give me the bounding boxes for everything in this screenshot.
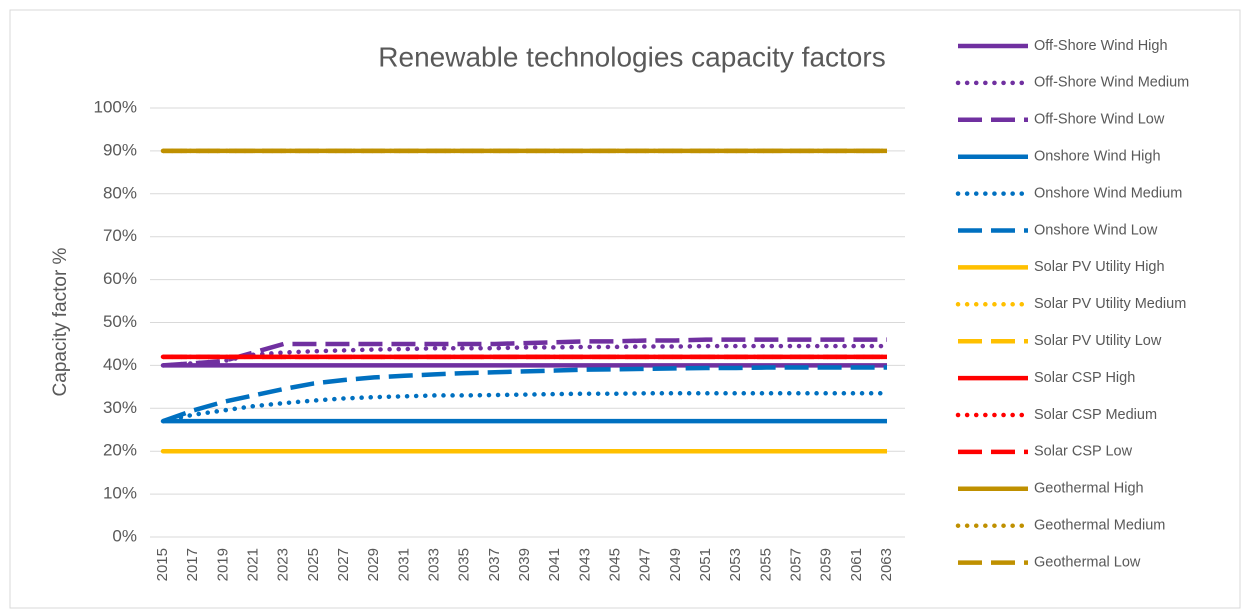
y-axis-title: Capacity factor % <box>50 247 71 396</box>
legend-label: Solar PV Utility Low <box>1034 333 1162 349</box>
x-tick-label: 2063 <box>878 548 895 581</box>
legend-label: Geothermal High <box>1034 481 1144 497</box>
y-tick-label: 0% <box>112 526 137 545</box>
x-tick-label: 2023 <box>275 548 292 581</box>
x-tick-label: 2057 <box>787 548 804 581</box>
x-tick-label: 2041 <box>546 548 563 581</box>
x-tick-label: 2043 <box>576 548 593 581</box>
legend-label: Solar PV Utility Medium <box>1034 296 1186 312</box>
legend-label: Off-Shore Wind Low <box>1034 112 1165 128</box>
y-tick-label: 60% <box>103 269 137 288</box>
x-tick-label: 2061 <box>848 548 865 581</box>
series-line <box>162 337 887 368</box>
x-tick-label: 2051 <box>697 548 714 581</box>
x-tick-label: 2047 <box>637 548 654 581</box>
legend-label: Off-Shore Wind Medium <box>1034 75 1189 91</box>
series-line <box>162 365 887 424</box>
x-tick-label: 2033 <box>425 548 442 581</box>
y-tick-label: 20% <box>103 441 137 460</box>
legend-label: Geothermal Medium <box>1034 518 1165 534</box>
x-tick-label: 2055 <box>757 548 774 581</box>
y-tick-label: 40% <box>103 355 137 374</box>
x-tick-label: 2027 <box>335 548 352 581</box>
legend-label: Onshore Wind Low <box>1034 222 1158 238</box>
x-tick-label: 2035 <box>456 548 473 581</box>
y-tick-label: 30% <box>103 398 137 417</box>
x-tick-label: 2039 <box>516 548 533 581</box>
x-tick-label: 2019 <box>214 548 231 581</box>
legend-label: Solar PV Utility High <box>1034 259 1165 275</box>
x-tick-label: 2049 <box>667 548 684 581</box>
y-tick-label: 100% <box>94 97 137 116</box>
y-tick-label: 90% <box>103 140 137 159</box>
x-tick-label: 2017 <box>184 548 201 581</box>
x-tick-label: 2037 <box>486 548 503 581</box>
legend-label: Solar CSP Low <box>1034 444 1133 460</box>
x-tick-label: 2031 <box>395 548 412 581</box>
legend-label: Onshore Wind Medium <box>1034 185 1182 201</box>
legend-label: Off-Shore Wind High <box>1034 38 1168 54</box>
x-tick-label: 2053 <box>727 548 744 581</box>
legend-label: Geothermal Low <box>1034 554 1141 570</box>
x-tick-label: 2025 <box>305 548 322 581</box>
chart-title: Renewable technologies capacity factors <box>378 41 885 72</box>
y-tick-label: 70% <box>103 226 137 245</box>
y-tick-label: 80% <box>103 183 137 202</box>
x-tick-label: 2015 <box>154 548 171 581</box>
chart-frame <box>9 9 1241 609</box>
x-tick-label: 2045 <box>606 548 623 581</box>
x-tick-label: 2021 <box>244 548 261 581</box>
y-tick-label: 10% <box>103 484 137 503</box>
legend-label: Solar CSP Medium <box>1034 407 1157 423</box>
series-line <box>160 391 890 424</box>
x-tick-label: 2029 <box>365 548 382 581</box>
legend-label: Onshore Wind High <box>1034 149 1161 165</box>
x-tick-label: 2059 <box>818 548 835 581</box>
series-line <box>160 343 890 368</box>
legend-label: Solar CSP High <box>1034 370 1135 386</box>
y-tick-label: 50% <box>103 312 137 331</box>
